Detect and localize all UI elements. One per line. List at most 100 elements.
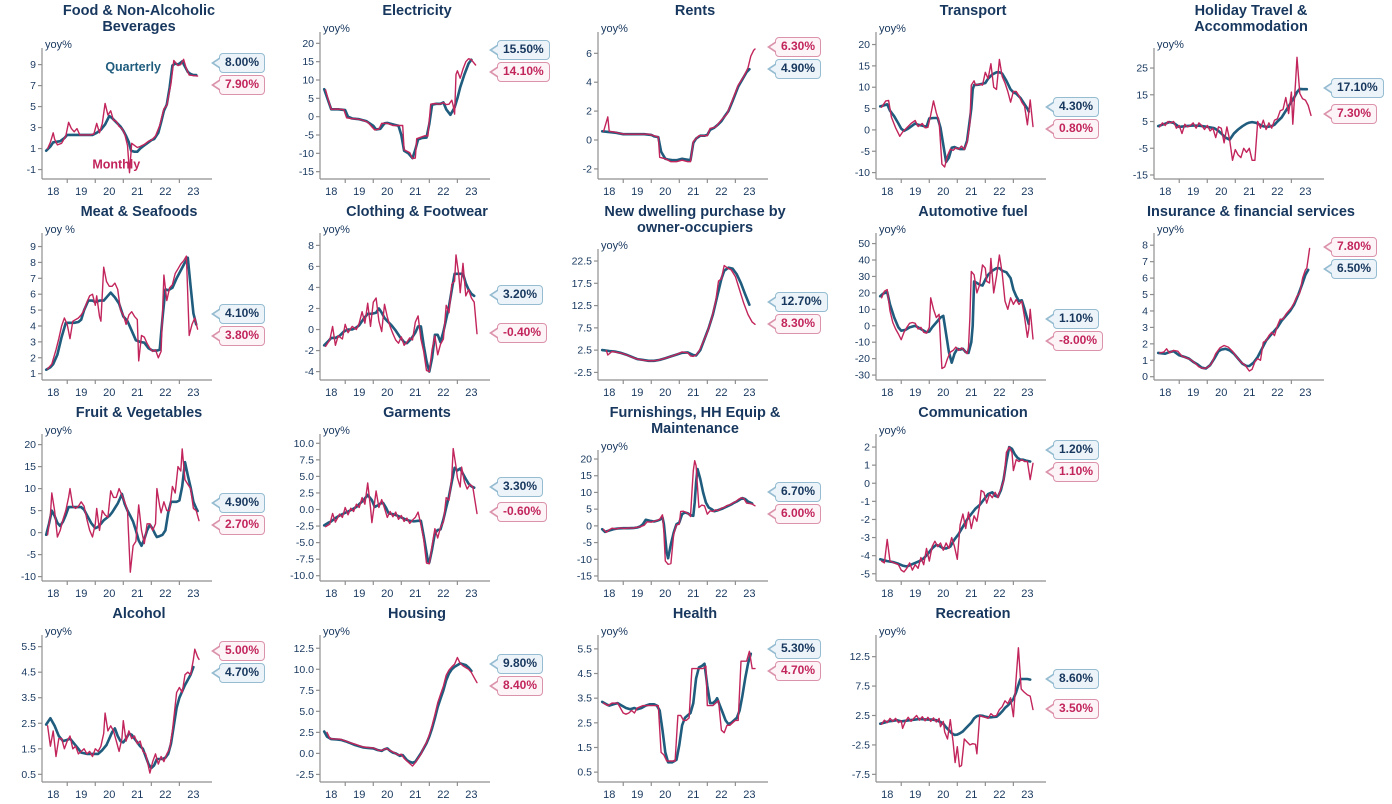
quarterly-line (600, 67, 751, 162)
y-tick-label: 3 (30, 336, 36, 348)
plot-area: yoy% -30 -20 -10 0 10 20 30 40 50 18 19 20 21 22 23 (855, 224, 1046, 399)
quarterly-callout: 6.70% (775, 482, 822, 503)
y-tick-label: 10.0 (294, 438, 315, 450)
y-tick-label: -7.5 (296, 554, 314, 566)
x-tick-label: 18 (603, 186, 615, 198)
y-tick-label: -2.5 (574, 367, 592, 379)
chart-cell: Fruit & Vegetables yoy% -10 -5 0 5 10 15 20 18 19… (0, 402, 278, 603)
plot-area: yoy% -4 -2 0 2 4 6 8 18 19 20 21 22 23 (305, 224, 490, 399)
y-tick-label: -15 (577, 570, 592, 582)
chart-title: Rents (674, 3, 716, 19)
y-tick-label: -5 (1139, 143, 1148, 155)
monthly-line (46, 448, 200, 573)
y-tick-label: 2.5 (577, 345, 592, 357)
x-tick-label: 19 (909, 789, 921, 801)
x-tick-label: 21 (131, 387, 143, 399)
x-tick-label: 19 (631, 186, 643, 198)
y-tick-label: 5.0 (299, 471, 314, 483)
quarterly-callout: 9.80% (497, 654, 544, 675)
monthly-line (880, 446, 1034, 573)
x-tick-label: 22 (715, 387, 727, 399)
x-tick-label: 18 (325, 789, 337, 801)
monthly-callout: -8.00% (1053, 330, 1104, 351)
y-tick-label: 7 (30, 80, 36, 92)
x-tick-label: 22 (159, 186, 171, 198)
x-tick-label: 21 (965, 588, 977, 600)
y-tick-label: 2.5 (577, 717, 592, 729)
chart-cell: Clothing & Footwear yoy% -4 -2 0 2 4 6 8 18 19 20 2… (278, 201, 556, 402)
y-tick-label: 22.5 (572, 256, 593, 268)
quarterly-callout: 8.60% (1053, 668, 1100, 689)
x-tick-label: 19 (353, 186, 365, 198)
quarterly-line (1156, 87, 1309, 141)
x-tick-label: 18 (47, 789, 59, 801)
quarterly-legend-label: Quarterly (105, 60, 161, 74)
x-tick-label: 19 (75, 588, 87, 600)
monthly-callout: 7.90% (219, 75, 266, 96)
x-tick-label: 23 (1299, 387, 1311, 399)
y-tick-label: 4 (586, 77, 592, 89)
quarterly-callout: 5.30% (775, 638, 822, 659)
y-tick-label: 12.5 (850, 651, 871, 663)
monthly-callout: 6.00% (775, 504, 822, 525)
y-tick-label: 20 (858, 39, 870, 51)
y-tick-label: 0 (308, 111, 314, 123)
chart-title: Holiday Travel & Accommodation (1194, 3, 1308, 36)
y-axis-label: yoy% (601, 240, 628, 252)
y-tick-label: 0 (586, 520, 592, 532)
x-tick-label: 18 (881, 588, 893, 600)
x-tick-label: 20 (103, 387, 115, 399)
y-tick-label: 0 (864, 124, 870, 136)
x-tick-label: 22 (1271, 186, 1283, 198)
x-tick-label: 20 (659, 588, 671, 600)
y-tick-label: -2 (861, 514, 870, 526)
y-tick-label: 10 (858, 82, 870, 94)
x-tick-label: 18 (325, 588, 337, 600)
x-tick-label: 20 (103, 186, 115, 198)
monthly-line (880, 647, 1034, 768)
x-tick-label: 19 (631, 588, 643, 600)
chart-title: Fruit & Vegetables (75, 405, 203, 421)
monthly-line (324, 58, 477, 160)
y-tick-label: -5 (305, 130, 314, 142)
y-tick-label: 20 (24, 439, 36, 451)
plot-area: yoy% -15 -10 -5 0 5 10 15 20 18 19 20 21 22 23 (299, 23, 490, 198)
x-tick-label: 23 (465, 186, 477, 198)
quarterly-line (322, 58, 473, 160)
monthly-callout: 14.10% (497, 61, 550, 82)
y-tick-label: 2.5 (21, 718, 36, 730)
y-axis-label: yoy% (323, 626, 350, 638)
x-tick-label: 23 (187, 387, 199, 399)
quarterly-callout: 4.30% (1053, 96, 1100, 117)
y-tick-label: 0.0 (299, 748, 314, 760)
y-tick-label: -2.5 (296, 521, 314, 533)
chart-title: Housing (388, 606, 446, 622)
x-tick-label: 23 (743, 588, 755, 600)
x-tick-label: 20 (937, 789, 949, 801)
monthly-callout: 6.30% (775, 36, 822, 57)
y-tick-label: 4.5 (21, 667, 36, 679)
x-tick-label: 22 (437, 387, 449, 399)
quarterly-callout: 17.10% (1331, 78, 1384, 99)
x-tick-label: 21 (687, 789, 699, 801)
y-axis-label: yoy% (601, 441, 628, 453)
plot-wrap: yoy% -7.5 -2.5 2.5 7.5 12.5 18 19 20 21 22 23 (834, 625, 1112, 804)
monthly-line (1158, 247, 1311, 372)
x-tick-label: 20 (103, 789, 115, 801)
x-tick-label: 23 (1021, 789, 1033, 801)
chart-cell: Insurance & financial services yoy% 0 1 2 3 4… (1112, 201, 1390, 402)
chart-cell: Health yoy% 0.5 1.5 2.5 3.5 4.5 5.5 18 19 20 21 22 2… (556, 603, 834, 804)
x-tick-label: 21 (409, 186, 421, 198)
y-tick-label: 6 (30, 289, 36, 301)
plot-wrap: yoy% 0 1 2 3 4 5 6 7 8 18 19 20 21 22 23 (1112, 223, 1390, 402)
x-tick-label: 22 (715, 588, 727, 600)
y-tick-label: -1 (861, 496, 870, 508)
y-axis-label: yoy% (323, 425, 350, 437)
x-tick-label: 21 (965, 789, 977, 801)
quarterly-callout: 4.90% (219, 493, 266, 514)
y-tick-label: 1 (30, 368, 36, 380)
x-tick-label: 22 (159, 387, 171, 399)
y-axis-label: yoy% (323, 23, 350, 35)
